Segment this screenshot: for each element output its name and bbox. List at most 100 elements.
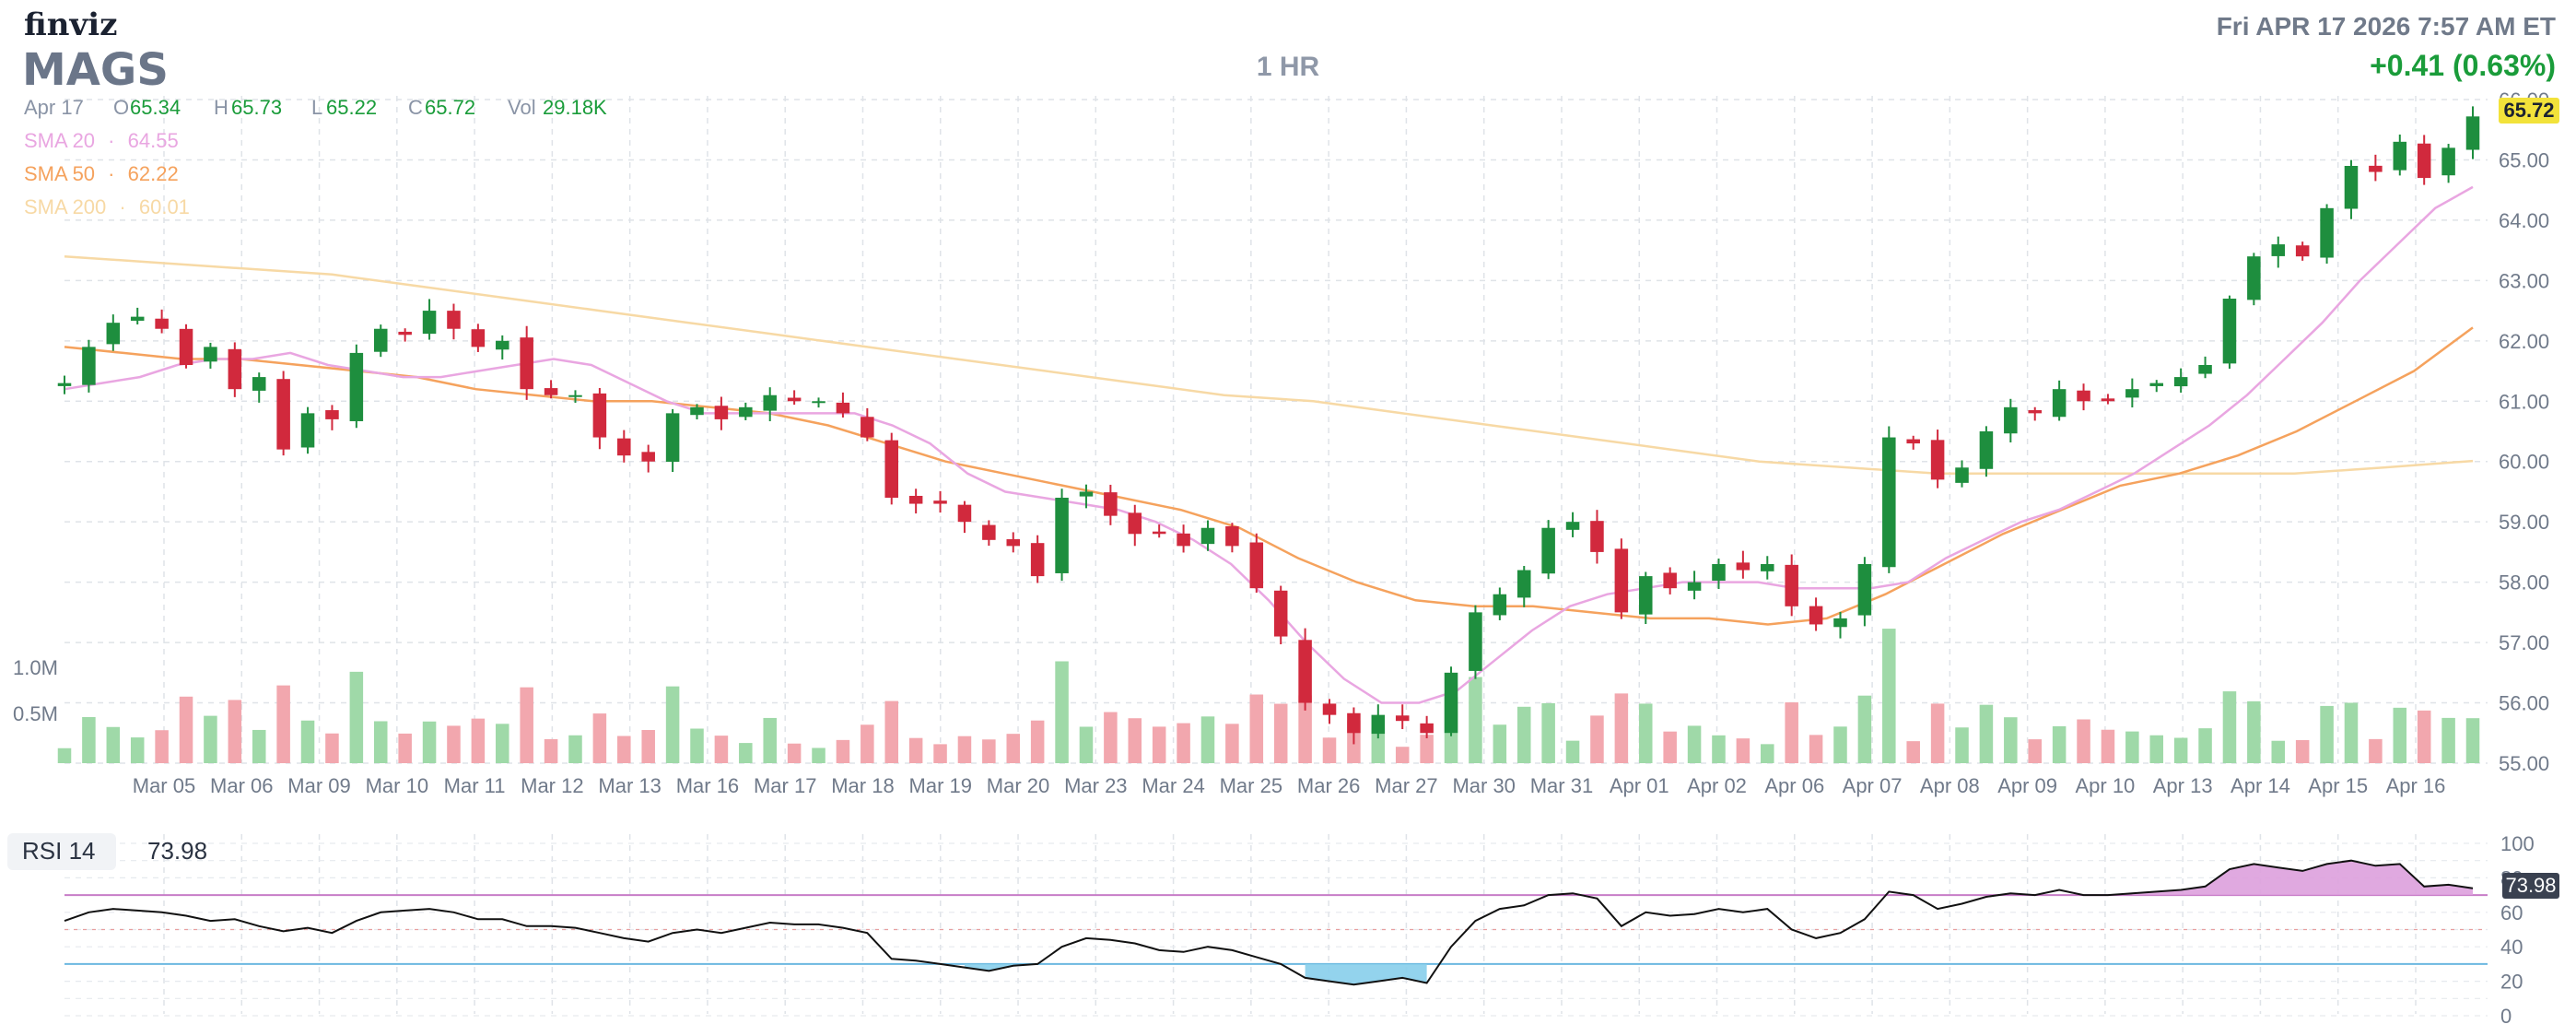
rsi-oversold-fill	[964, 963, 1013, 971]
volume-bar	[1493, 724, 1507, 763]
candle-body	[2320, 207, 2334, 258]
candle-body	[1298, 640, 1312, 703]
finviz-logo[interactable]: finviz	[24, 6, 117, 43]
volume-bar	[252, 729, 266, 763]
candle-body	[1347, 712, 1361, 734]
date-tick-label: Mar 09	[287, 774, 350, 797]
volume-bar	[520, 687, 533, 763]
price-tick-label: 60.00	[2499, 451, 2549, 474]
moving-averages	[64, 185, 2474, 704]
volume-bar	[2052, 725, 2067, 763]
date-tick-label: Mar 18	[831, 774, 894, 797]
sma50-value: 62.22	[128, 162, 179, 185]
volume-bar	[1273, 703, 1288, 763]
volume-bar	[2393, 707, 2407, 763]
volume-bar	[1979, 704, 1994, 763]
volume-bar	[179, 696, 193, 763]
sma50-legend[interactable]: SMA 50 · 62.22	[24, 162, 179, 185]
candle-body	[1030, 543, 1045, 577]
volume-bar	[908, 737, 923, 763]
candle-body	[739, 406, 753, 418]
candle-body	[2295, 245, 2310, 257]
candle-body	[1809, 606, 1823, 625]
volume-bar	[665, 686, 680, 763]
candle-body	[2247, 256, 2261, 300]
rsi-oversold-fill	[1305, 963, 1427, 985]
candle-body	[520, 337, 533, 390]
rsi-tick-label: 20	[2500, 971, 2523, 994]
last-price-value: 65.72	[2503, 99, 2554, 122]
volume-bar	[373, 721, 388, 763]
high-label: H	[214, 96, 228, 119]
candle-body	[228, 348, 242, 390]
volume-bar	[447, 725, 461, 763]
volume-bar	[1152, 726, 1166, 763]
date-tick-label: Mar 20	[987, 774, 1049, 797]
volume-bar	[568, 735, 582, 763]
volume-bar	[1590, 715, 1604, 763]
volume-bar	[1882, 629, 1896, 763]
sma20-value: 64.55	[128, 129, 179, 152]
candle-body	[2052, 389, 2067, 418]
date-tick-label: Apr 07	[1843, 774, 1903, 797]
volume-bar	[1298, 695, 1312, 763]
date-tick-label: Apr 08	[1920, 774, 1980, 797]
date-tick-label: Apr 16	[2386, 774, 2446, 797]
volume-bar	[1614, 693, 1629, 763]
rsi-tick-label: 40	[2500, 936, 2523, 959]
volume-bar	[2369, 738, 2383, 763]
candle-body	[908, 495, 923, 504]
sma200-value: 60.01	[139, 195, 190, 218]
volume-bar	[130, 737, 145, 763]
volume-bar	[1809, 735, 1823, 763]
close-label: C	[408, 96, 423, 119]
candle-body	[568, 394, 582, 397]
volume-bar	[106, 726, 121, 763]
sma20-legend[interactable]: SMA 20 · 64.55	[24, 129, 179, 152]
candle-body	[1225, 525, 1239, 547]
volume-bar	[2465, 718, 2480, 763]
candle-body	[1541, 527, 1555, 574]
candle-body	[179, 328, 193, 365]
volume-bar	[82, 716, 96, 763]
volume-bar	[812, 748, 825, 763]
sma200-label: SMA 200	[24, 195, 106, 218]
date-tick-label: Mar 30	[1452, 774, 1515, 797]
rsi-value: 73.98	[147, 837, 207, 865]
volume-bar	[2077, 719, 2090, 763]
candle-body	[373, 328, 388, 352]
volume-bar	[1785, 702, 1798, 763]
timeframe-label[interactable]: 1 HR	[1257, 52, 1320, 82]
rsi-label-box[interactable]	[7, 833, 116, 870]
date-tick-label: Mar 16	[676, 774, 739, 797]
sma200-line	[64, 254, 2474, 476]
candle-body	[2417, 143, 2431, 179]
candle-body	[252, 377, 266, 391]
volume-bar	[1395, 747, 1410, 763]
volume-bar	[787, 743, 802, 763]
volume-bar	[1516, 706, 1531, 763]
candle-body	[592, 393, 607, 438]
date-tick-label: Apr 06	[1764, 774, 1824, 797]
candle-body	[1785, 564, 1798, 606]
volume-bar	[690, 728, 704, 763]
candle-body	[812, 401, 825, 404]
axis-labels: 55.00 56.00 57.00 58.00 59.00 60.00 61.00 62.00…	[133, 88, 2549, 1028]
volume-bar	[398, 733, 412, 763]
volume-bar	[1249, 694, 1264, 763]
low-label: L	[311, 96, 322, 119]
date-tick-label: Apr 13	[2153, 774, 2213, 797]
volume-bar	[1225, 724, 1239, 763]
candle-body	[1371, 714, 1386, 735]
price-tick-label: 57.00	[2499, 631, 2549, 654]
volume-bar	[2004, 717, 2018, 763]
volume-bar	[836, 739, 850, 763]
date-tick-label: Apr 02	[1687, 774, 1747, 797]
candle-body	[787, 397, 802, 402]
date-tick-label: Mar 05	[133, 774, 195, 797]
volume-bar	[1322, 737, 1337, 763]
candle-body	[1104, 492, 1118, 516]
sma200-legend[interactable]: SMA 200 · 60.01	[24, 195, 190, 218]
volume-bar	[155, 730, 169, 763]
volume-bar	[1833, 726, 1847, 763]
